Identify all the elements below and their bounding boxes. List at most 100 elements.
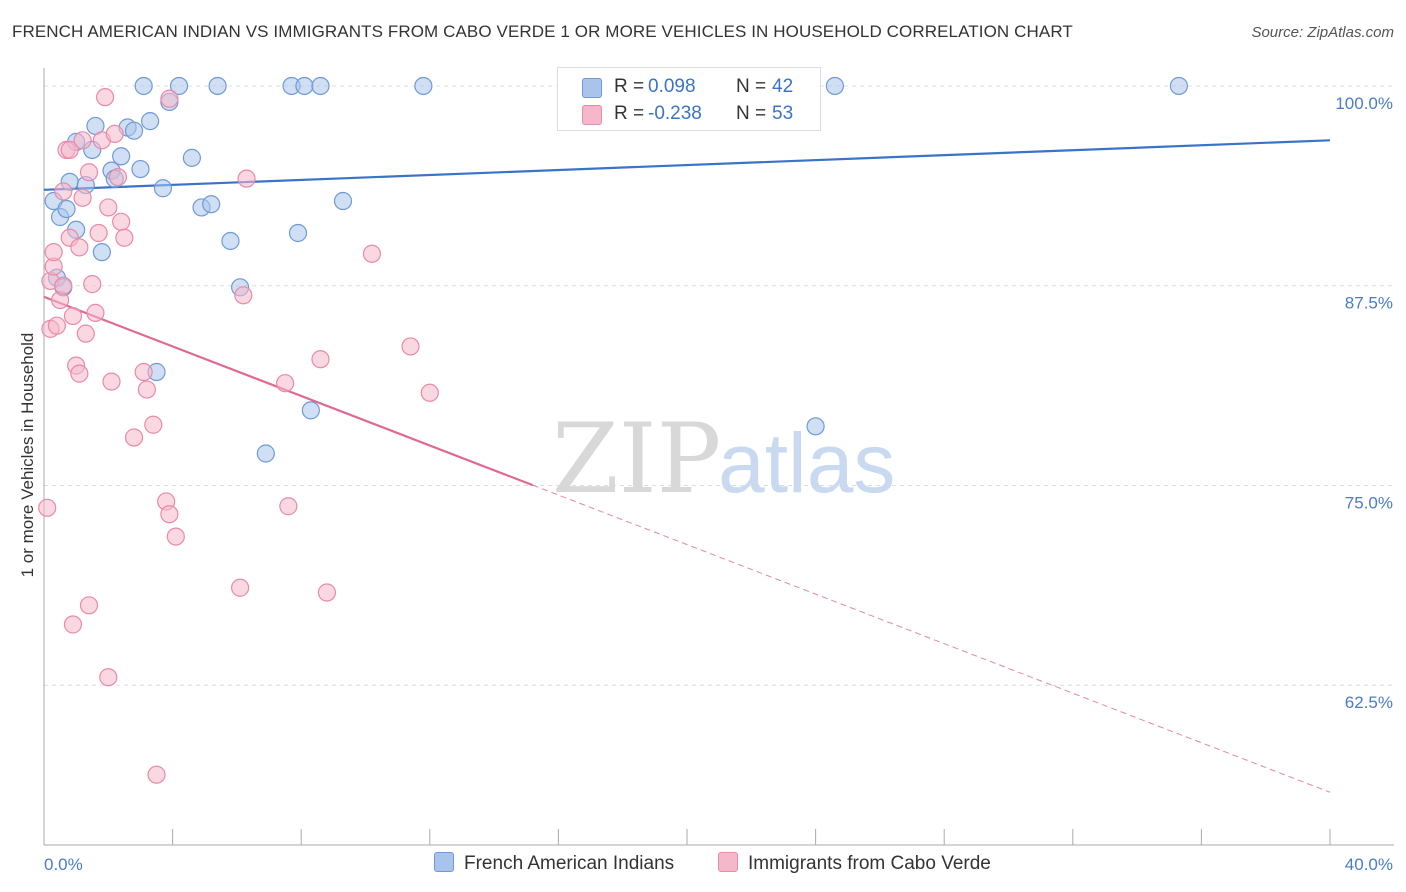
- data-point-cabo-verde: [79, 163, 99, 182]
- x-tick-label: 40.0%: [1345, 855, 1393, 874]
- data-point-cabo-verde: [73, 188, 92, 207]
- data-point-cabo-verde: [95, 88, 115, 107]
- y-axis-label: 1 or more Vehicles in Household: [18, 333, 37, 578]
- data-point-french-american-indians: [221, 231, 240, 251]
- data-point-cabo-verde: [83, 275, 102, 294]
- data-point-cabo-verde: [420, 383, 439, 402]
- data-point-cabo-verde: [234, 286, 253, 305]
- data-point-french-american-indians: [169, 76, 189, 96]
- data-point-cabo-verde: [73, 131, 92, 150]
- legend-r-label: R =: [614, 76, 645, 97]
- x-tick-label: 0.0%: [44, 855, 83, 874]
- data-point-french-american-indians: [414, 76, 433, 96]
- legend-swatch-blue: [582, 78, 602, 98]
- data-point-cabo-verde: [38, 498, 57, 517]
- y-tick-label: 87.5%: [1345, 294, 1393, 313]
- data-point-cabo-verde: [102, 372, 121, 391]
- data-point-cabo-verde: [134, 362, 153, 382]
- legend-r-value: -0.238: [648, 103, 702, 124]
- bottom-legend-swatch-blue: [434, 852, 454, 872]
- data-point-cabo-verde: [124, 428, 144, 447]
- data-point-cabo-verde: [63, 306, 83, 326]
- data-point-cabo-verde: [99, 198, 118, 217]
- data-point-french-american-indians: [333, 191, 353, 211]
- data-point-french-american-indians: [806, 417, 825, 436]
- bottom-legend-swatch-pink: [718, 852, 738, 872]
- watermark-atlas: atlas: [718, 416, 895, 510]
- data-point-cabo-verde: [54, 276, 73, 295]
- data-point-cabo-verde: [54, 182, 73, 201]
- source-credit: Source: ZipAtlas.com: [1251, 24, 1394, 41]
- data-point-french-american-indians: [182, 148, 201, 167]
- data-point-french-american-indians: [131, 159, 150, 179]
- data-point-french-american-indians: [301, 401, 320, 420]
- data-point-cabo-verde: [89, 223, 108, 243]
- data-point-cabo-verde: [108, 167, 128, 187]
- data-point-french-american-indians: [295, 76, 314, 96]
- data-point-french-american-indians: [140, 112, 160, 131]
- data-point-cabo-verde: [362, 244, 382, 263]
- trend-line-cabo-verde-extrapolated: [532, 484, 1331, 793]
- data-point-french-american-indians: [1169, 76, 1188, 96]
- y-tick-label: 62.5%: [1345, 693, 1393, 712]
- legend-n-value: 42: [772, 76, 794, 97]
- data-point-french-american-indians: [112, 147, 131, 166]
- data-point-cabo-verde: [276, 374, 295, 393]
- chart-title: FRENCH AMERICAN INDIAN VS IMMIGRANTS FRO…: [12, 22, 1073, 41]
- data-point-french-american-indians: [124, 121, 144, 140]
- data-point-cabo-verde: [144, 415, 163, 434]
- legend-n-label: N =: [736, 76, 767, 97]
- data-point-cabo-verde: [137, 380, 156, 399]
- data-point-cabo-verde: [166, 527, 185, 546]
- data-point-cabo-verde: [112, 212, 131, 231]
- correlation-legend: R = 0.098 N = 42 R = -0.238 N = 53: [557, 67, 821, 131]
- legend-n-label: N =: [736, 103, 767, 124]
- data-point-cabo-verde: [279, 497, 298, 516]
- data-point-french-american-indians: [288, 223, 308, 243]
- legend-r-label: R =: [614, 103, 645, 124]
- bottom-legend-label: French American Indians: [464, 853, 675, 874]
- data-point-cabo-verde: [63, 615, 83, 634]
- data-point-cabo-verde: [60, 140, 79, 159]
- bottom-legend-cabo-verde: Immigrants from Cabo Verde: [718, 852, 991, 875]
- data-point-french-american-indians: [202, 195, 221, 214]
- data-point-cabo-verde: [79, 596, 99, 615]
- data-point-cabo-verde: [237, 169, 256, 188]
- data-point-cabo-verde: [76, 324, 95, 343]
- legend-n-value: 53: [772, 103, 794, 124]
- data-point-cabo-verde: [115, 228, 134, 247]
- data-point-cabo-verde: [86, 303, 105, 322]
- data-point-french-american-indians: [825, 76, 844, 96]
- y-tick-label: 100.0%: [1335, 94, 1393, 113]
- trend-line-french-american-indians: [43, 139, 1331, 191]
- data-point-french-american-indians: [134, 76, 153, 96]
- data-point-cabo-verde: [147, 765, 166, 784]
- bottom-legend-label: Immigrants from Cabo Verde: [748, 853, 991, 874]
- data-point-french-american-indians: [153, 179, 173, 198]
- tick-labels: 62.5% 75.0% 87.5% 100.0% 0.0% 40.0%: [44, 94, 1393, 874]
- data-point-french-american-indians: [208, 76, 227, 96]
- data-point-cabo-verde: [317, 583, 337, 602]
- data-point-french-american-indians: [311, 76, 330, 96]
- data-point-cabo-verde: [70, 364, 89, 383]
- data-point-cabo-verde: [401, 337, 420, 356]
- bottom-legend-french-american-indians: French American Indians: [434, 852, 674, 875]
- data-point-cabo-verde: [44, 243, 63, 262]
- data-point-cabo-verde: [160, 505, 179, 524]
- data-point-cabo-verde: [105, 124, 124, 144]
- legend-swatch-pink: [582, 105, 602, 125]
- watermark-zip: ZIP: [552, 403, 721, 515]
- data-point-cabo-verde: [160, 89, 179, 108]
- data-point-cabo-verde: [70, 238, 89, 257]
- data-point-cabo-verde: [231, 578, 250, 597]
- y-tick-label: 75.0%: [1345, 493, 1393, 512]
- data-point-french-american-indians: [92, 243, 111, 262]
- data-point-cabo-verde: [311, 350, 330, 369]
- legend-r-value: 0.098: [648, 76, 696, 97]
- data-point-cabo-verde: [99, 668, 118, 687]
- data-point-french-american-indians: [256, 444, 275, 463]
- data-point-french-american-indians: [57, 199, 76, 219]
- axes: [43, 68, 1394, 846]
- data-point-cabo-verde: [47, 316, 66, 335]
